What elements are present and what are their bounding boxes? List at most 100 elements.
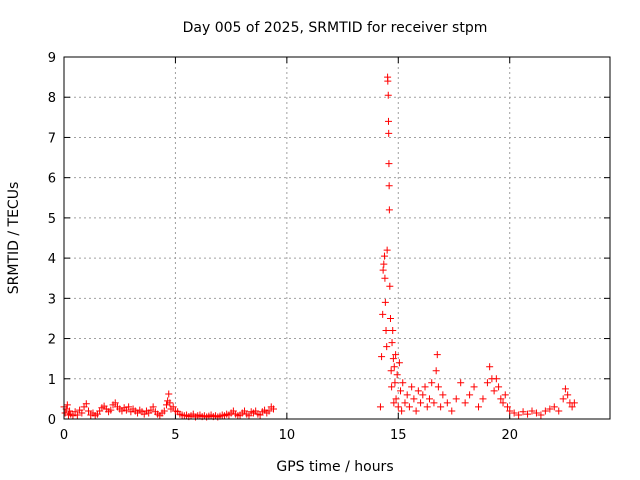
data-point [376,403,384,411]
data-point [528,407,536,415]
data-point [501,391,509,399]
data-point [408,383,416,391]
data-point [466,391,474,399]
chart-title: Day 005 of 2025, SRMTID for receiver stp… [183,20,488,36]
data-point [423,403,431,411]
data-point [384,77,392,85]
data-point [63,401,71,409]
data-point [401,399,409,407]
data-point [421,383,429,391]
data-point [385,206,393,214]
data-point [380,252,388,260]
data-point [419,391,427,399]
data-point [391,379,399,387]
data-point [492,375,500,383]
data-point [382,327,390,335]
data-point [388,383,396,391]
data-point [169,403,177,411]
data-point [495,383,503,391]
data-point [483,379,491,387]
data-point [149,403,157,411]
data-point [392,351,400,359]
data-point [470,383,478,391]
data-point [570,399,578,407]
data-point [394,403,402,411]
data-point [245,412,253,420]
y-tick-label: 0 [48,413,56,428]
data-point [486,363,494,371]
data-point [532,409,540,417]
y-tick-label: 2 [48,333,56,348]
data-point [395,359,403,367]
y-axis-label: SRMTID / TECUs [6,182,22,295]
data-point [160,407,168,415]
data-point [503,403,511,411]
data-point [479,395,487,403]
x-tick-label: 10 [279,428,296,443]
data-point [384,91,392,99]
data-point [541,407,549,415]
data-point [564,391,572,399]
data-point [559,395,567,403]
data-point [414,387,422,395]
data-point [490,387,498,395]
x-tick-label: 20 [501,428,518,443]
data-point [499,399,507,407]
data-point [428,379,436,387]
data-point [386,282,394,290]
data-point [387,367,395,375]
y-tick-label: 4 [48,252,56,267]
data-point [448,407,456,415]
y-tick-label: 1 [48,373,56,388]
x-axis-label: GPS time / hours [276,459,393,475]
grid-lines [64,57,610,419]
data-point [497,395,505,403]
data-point [383,343,391,351]
data-point [385,129,393,137]
data-point [425,395,433,403]
data-point [390,399,398,407]
data-point [166,399,174,407]
data-point [111,399,119,407]
data-point [78,409,86,417]
data-point [385,182,393,190]
y-tick-label: 7 [48,131,56,146]
y-tick-label: 9 [48,51,56,66]
data-point [550,403,558,411]
data-point [379,310,387,318]
data-point [555,407,563,415]
data-point [519,408,527,416]
data-point [403,391,411,399]
data-point [389,355,397,363]
data-point [397,387,405,395]
data-point [524,410,532,418]
data-point [434,383,442,391]
x-tick-label: 15 [390,428,407,443]
data-point [388,339,396,347]
data-point [265,407,273,415]
data-point [568,403,576,411]
axis-ticks: 0 1 2 3 4 5 6 7 8 9 0 5 10 15 20 [48,51,610,443]
data-point [433,351,441,359]
data-point [393,371,401,379]
data-point [384,117,392,125]
data-point [457,379,465,387]
data-point [165,390,173,398]
plot-frame [63,56,611,420]
data-point [461,399,469,407]
data-point [66,407,74,415]
y-tick-label: 5 [48,212,56,227]
data-point [412,407,420,415]
data-point [269,405,277,413]
data-points [60,73,578,421]
data-point [390,363,398,371]
data-point [561,385,569,393]
data-point [515,411,523,419]
data-point [381,274,389,282]
data-point [383,246,391,254]
data-point [386,314,394,322]
data-point [399,379,407,387]
data-point [510,409,518,417]
data-point [379,266,387,274]
